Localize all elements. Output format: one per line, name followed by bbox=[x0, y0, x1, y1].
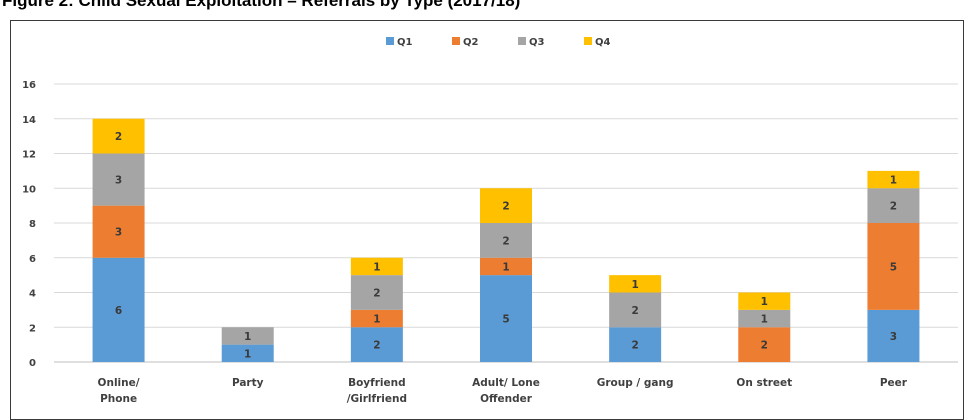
x-category-label: Boyfriend bbox=[348, 377, 406, 389]
bar-q4 bbox=[350, 257, 403, 276]
data-label: 1 bbox=[373, 261, 380, 273]
x-category-label: Party bbox=[232, 377, 264, 389]
y-tick-label: 8 bbox=[29, 219, 36, 230]
data-label: 1 bbox=[373, 314, 380, 326]
y-tick-label: 6 bbox=[29, 254, 36, 265]
x-category-label: Online/ bbox=[98, 377, 140, 389]
legend-swatch-q4 bbox=[584, 37, 592, 45]
legend-label-q4: Q4 bbox=[595, 37, 611, 48]
data-label: 1 bbox=[244, 348, 251, 360]
bar-q4 bbox=[609, 275, 662, 293]
bar-q3 bbox=[221, 327, 274, 345]
bar-q1 bbox=[221, 344, 274, 362]
figure-title: Figure 2: Child Sexual Exploitation – Re… bbox=[2, 0, 521, 10]
bar-q3 bbox=[609, 292, 662, 328]
bar-q1 bbox=[480, 275, 532, 362]
data-label: 2 bbox=[502, 235, 509, 247]
bar-q2 bbox=[738, 327, 791, 362]
data-label: 5 bbox=[890, 261, 897, 273]
legend-label-q2: Q2 bbox=[463, 37, 479, 48]
x-category-label: Adult/ Lone bbox=[472, 377, 540, 389]
data-label: 2 bbox=[373, 340, 380, 352]
x-category-label: Offender bbox=[480, 393, 533, 405]
data-label: 1 bbox=[761, 314, 768, 326]
bar-q2 bbox=[867, 223, 920, 310]
data-label: 3 bbox=[890, 331, 897, 343]
bar-q4 bbox=[738, 292, 791, 310]
data-label: 1 bbox=[631, 279, 638, 291]
y-tick-label: 12 bbox=[22, 150, 36, 161]
data-label: 3 bbox=[115, 227, 122, 239]
legend-swatch-q3 bbox=[518, 37, 526, 45]
bar-q1 bbox=[867, 309, 920, 362]
y-tick-label: 14 bbox=[22, 115, 36, 126]
data-label: 2 bbox=[502, 201, 509, 213]
x-category-label: Phone bbox=[100, 393, 137, 405]
y-tick-label: 2 bbox=[29, 323, 36, 334]
bar-q2 bbox=[350, 309, 403, 328]
bar-q2 bbox=[92, 205, 145, 258]
data-label: 2 bbox=[631, 305, 638, 317]
bar-q1 bbox=[609, 327, 662, 362]
bar-q3 bbox=[350, 275, 403, 310]
data-label: 3 bbox=[115, 175, 122, 187]
bar-q4 bbox=[480, 188, 532, 223]
y-tick-label: 4 bbox=[29, 289, 36, 300]
data-label: 1 bbox=[502, 261, 509, 273]
x-category-label: Group / gang bbox=[597, 377, 674, 389]
data-label: 2 bbox=[373, 288, 380, 300]
data-label: 2 bbox=[631, 340, 638, 352]
y-tick-label: 16 bbox=[22, 80, 36, 91]
data-label: 6 bbox=[115, 305, 122, 317]
data-label: 2 bbox=[115, 131, 122, 143]
bar-q1 bbox=[92, 257, 145, 362]
legend-swatch-q2 bbox=[452, 37, 460, 45]
legend-swatch-q1 bbox=[386, 37, 394, 45]
y-tick-label: 10 bbox=[22, 184, 36, 195]
data-label: 5 bbox=[502, 314, 509, 326]
bar-q3 bbox=[738, 309, 791, 328]
data-label: 1 bbox=[761, 296, 768, 308]
data-label: 1 bbox=[244, 331, 251, 343]
bar-q3 bbox=[867, 188, 920, 223]
x-category-label: /Girlfriend bbox=[347, 393, 407, 405]
bar-q3 bbox=[480, 223, 532, 258]
data-label: 2 bbox=[761, 340, 768, 352]
bar-q1 bbox=[350, 327, 403, 362]
x-category-label: Peer bbox=[880, 377, 908, 389]
bar-q4 bbox=[867, 170, 920, 189]
legend-label-q3: Q3 bbox=[529, 37, 545, 48]
bar-q3 bbox=[92, 153, 145, 206]
bar-q2 bbox=[480, 257, 532, 276]
y-tick-label: 0 bbox=[29, 358, 36, 369]
bar-q4 bbox=[92, 118, 145, 154]
data-label: 2 bbox=[890, 201, 897, 213]
data-label: 1 bbox=[890, 175, 897, 187]
legend-label-q1: Q1 bbox=[397, 37, 413, 48]
x-category-label: On street bbox=[736, 377, 792, 389]
